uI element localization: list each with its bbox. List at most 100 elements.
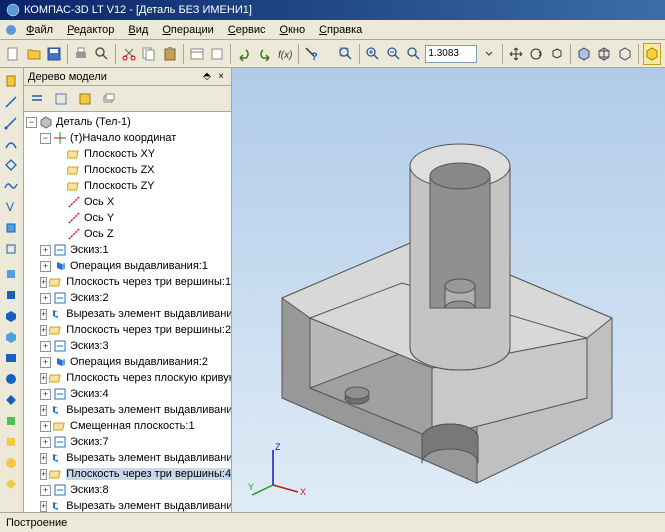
dim-button[interactable] bbox=[0, 217, 22, 238]
tree-view-button[interactable] bbox=[74, 88, 96, 110]
tree-expander[interactable]: + bbox=[40, 453, 47, 464]
t9-button[interactable] bbox=[0, 410, 22, 431]
tree-item[interactable]: + Вырезать элемент выдавливания:5 bbox=[26, 498, 229, 512]
tree-collapse-button[interactable] bbox=[26, 88, 48, 110]
tree-expand-button[interactable] bbox=[50, 88, 72, 110]
cut-button[interactable] bbox=[120, 43, 138, 65]
shade-button[interactable] bbox=[575, 43, 593, 65]
t5-button[interactable] bbox=[0, 326, 22, 347]
paste-button[interactable] bbox=[160, 43, 178, 65]
tree-item[interactable]: + Вырезать элемент выдавливания:1 bbox=[26, 306, 229, 322]
tree-layers-button[interactable] bbox=[98, 88, 120, 110]
menu-editor[interactable]: Редактор bbox=[61, 22, 120, 38]
zoom-input[interactable] bbox=[425, 45, 477, 63]
arc-button[interactable] bbox=[0, 133, 22, 154]
model-tree[interactable]: − Деталь (Тел-1) − (т)Начало координат П… bbox=[24, 112, 231, 512]
tree-expander[interactable]: + bbox=[40, 309, 47, 320]
tree-item[interactable]: + Эскиз:4 bbox=[26, 386, 229, 402]
menu-help[interactable]: Справка bbox=[313, 22, 368, 38]
tree-expander[interactable]: + bbox=[40, 405, 47, 416]
tree-expander[interactable]: + bbox=[40, 245, 51, 256]
tree-item[interactable]: + Вырезать элемент выдавливания:4 bbox=[26, 450, 229, 466]
tree-expander[interactable]: + bbox=[40, 341, 51, 352]
tree-item[interactable]: Ось X bbox=[26, 194, 229, 210]
tree-expander[interactable]: + bbox=[40, 389, 51, 400]
tree-item[interactable]: + Операция выдавливания:2 bbox=[26, 354, 229, 370]
tree-item[interactable]: Ось Z bbox=[26, 226, 229, 242]
tree-item[interactable]: Плоскость ZY bbox=[26, 178, 229, 194]
arrow-button[interactable] bbox=[0, 70, 22, 91]
help-button[interactable]: ? bbox=[303, 43, 321, 65]
save-button[interactable] bbox=[45, 43, 63, 65]
zoom-dropdown[interactable] bbox=[479, 43, 497, 65]
tree-item[interactable]: + Плоскость через плоскую кривую:1 bbox=[26, 370, 229, 386]
tree-expander[interactable]: + bbox=[40, 325, 47, 336]
tree-expander[interactable]: − bbox=[40, 133, 51, 144]
panel-close-button[interactable]: × bbox=[215, 71, 227, 83]
pan-button[interactable] bbox=[507, 43, 525, 65]
tree-expander[interactable]: + bbox=[40, 293, 51, 304]
line-button[interactable] bbox=[0, 91, 22, 112]
zoom-in-button[interactable] bbox=[364, 43, 382, 65]
tree-item[interactable]: + Операция выдавливания:1 bbox=[26, 258, 229, 274]
t2-button[interactable] bbox=[0, 238, 22, 259]
tree-expander[interactable]: + bbox=[40, 501, 47, 512]
tree-item[interactable]: Ось Y bbox=[26, 210, 229, 226]
menu-window[interactable]: Окно bbox=[274, 22, 312, 38]
tree-expander[interactable]: + bbox=[40, 357, 51, 368]
menu-view[interactable]: Вид bbox=[122, 22, 154, 38]
fx-button[interactable]: f(x) bbox=[276, 43, 294, 65]
variables-button[interactable] bbox=[208, 43, 226, 65]
t11-button[interactable] bbox=[0, 452, 22, 473]
tree-item[interactable]: + Эскиз:8 bbox=[26, 482, 229, 498]
t7-button[interactable] bbox=[0, 368, 22, 389]
undo-button[interactable] bbox=[235, 43, 253, 65]
tree-item[interactable]: + Плоскость через три вершины:1 bbox=[26, 274, 229, 290]
menu-operations[interactable]: Операции bbox=[156, 22, 219, 38]
tree-item[interactable]: + Плоскость через три вершины:2 bbox=[26, 322, 229, 338]
tree-expander[interactable]: + bbox=[40, 485, 51, 496]
tree-item[interactable]: Плоскость XY bbox=[26, 146, 229, 162]
cut-tool-button[interactable] bbox=[0, 284, 22, 305]
t8-button[interactable] bbox=[0, 389, 22, 410]
zoom-fit-button[interactable] bbox=[337, 43, 355, 65]
hidden-button[interactable] bbox=[615, 43, 633, 65]
zoom-out-button[interactable] bbox=[385, 43, 403, 65]
tree-expander[interactable]: + bbox=[40, 469, 47, 480]
zoom-window-button[interactable] bbox=[405, 43, 423, 65]
tree-item[interactable]: + Эскиз:3 bbox=[26, 338, 229, 354]
line2-button[interactable] bbox=[0, 112, 22, 133]
tree-expander[interactable]: + bbox=[40, 373, 47, 384]
orient-button[interactable] bbox=[547, 43, 565, 65]
tree-item[interactable]: − (т)Начало координат bbox=[26, 130, 229, 146]
panel-pin-button[interactable]: ⬘ bbox=[201, 71, 213, 83]
text-tool-button[interactable]: V bbox=[0, 196, 22, 217]
spline-button[interactable] bbox=[0, 175, 22, 196]
tree-expander[interactable]: + bbox=[40, 277, 47, 288]
new-button[interactable] bbox=[4, 43, 22, 65]
preview-button[interactable] bbox=[92, 43, 110, 65]
t12-button[interactable] bbox=[0, 473, 22, 494]
tree-item[interactable]: Плоскость ZX bbox=[26, 162, 229, 178]
revolve-button[interactable] bbox=[0, 305, 22, 326]
copy-button[interactable] bbox=[140, 43, 158, 65]
wireframe-button[interactable] bbox=[595, 43, 613, 65]
tree-item[interactable]: + Плоскость через три вершины:4 bbox=[26, 466, 229, 482]
rotate-button[interactable] bbox=[527, 43, 545, 65]
tree-item[interactable]: + Смещенная плоскость:1 bbox=[26, 418, 229, 434]
tree-item[interactable]: + Вырезать элемент выдавливания:2 bbox=[26, 402, 229, 418]
perspective-button[interactable] bbox=[643, 43, 661, 65]
tree-item[interactable]: + Эскиз:1 bbox=[26, 242, 229, 258]
print-button[interactable] bbox=[72, 43, 90, 65]
viewport[interactable]: X Y Z bbox=[232, 68, 665, 512]
poly-button[interactable] bbox=[0, 154, 22, 175]
tree-expander[interactable]: − bbox=[26, 117, 37, 128]
tree-expander[interactable]: + bbox=[40, 437, 51, 448]
tree-item[interactable]: − Деталь (Тел-1) bbox=[26, 114, 229, 130]
tree-item[interactable]: + Эскиз:7 bbox=[26, 434, 229, 450]
menu-file[interactable]: Файл bbox=[20, 22, 59, 38]
tree-expander[interactable]: + bbox=[40, 261, 51, 272]
menu-service[interactable]: Сервис bbox=[222, 22, 272, 38]
properties-button[interactable] bbox=[188, 43, 206, 65]
extrude-tool-button[interactable] bbox=[0, 263, 22, 284]
